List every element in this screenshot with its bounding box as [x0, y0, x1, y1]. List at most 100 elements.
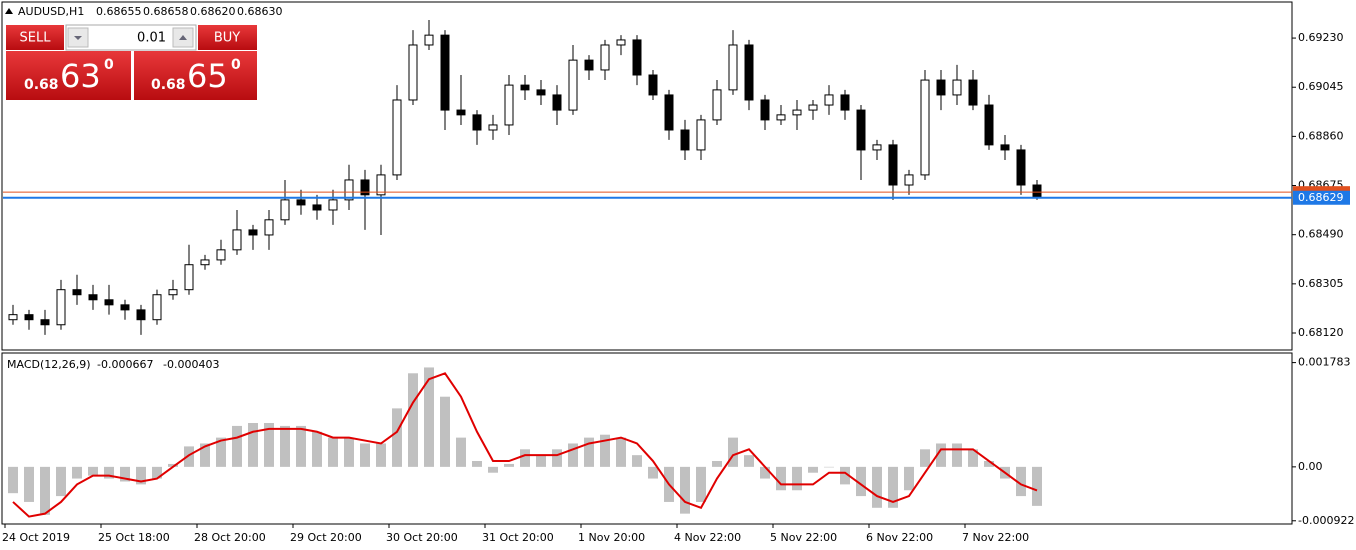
- header-value: -0.000667: [97, 358, 153, 371]
- header-value: 0.68658: [143, 5, 189, 18]
- histogram-bar: [424, 367, 434, 467]
- histogram-bar: [296, 425, 306, 467]
- candle-body: [488, 124, 498, 131]
- bid-label: 0.68629: [1298, 191, 1344, 204]
- candle-body: [792, 109, 802, 116]
- histogram-bar: [1032, 466, 1042, 506]
- candle-body: [1032, 184, 1042, 198]
- histogram-bar: [856, 466, 866, 497]
- trade-panel: SELL 0.01 BUY 0.68 63 0 0.68 65 0: [6, 24, 257, 100]
- histogram-bar: [24, 466, 34, 502]
- y-tick-label: 0.001783: [1298, 356, 1351, 369]
- candle-body: [184, 264, 194, 291]
- candle-body: [760, 99, 770, 121]
- histogram-bar: [360, 443, 370, 467]
- candle-body: [88, 294, 98, 301]
- histogram-bar: [872, 466, 882, 508]
- candle-body: [1000, 144, 1010, 151]
- x-tick-label: 7 Nov 22:00: [962, 531, 1029, 544]
- candle-body: [584, 59, 594, 71]
- histogram-bar: [40, 466, 50, 515]
- sell-label[interactable]: SELL: [20, 31, 52, 46]
- candle-body: [536, 89, 546, 96]
- y-tick-label: -0.000922: [1298, 514, 1354, 527]
- candle-body: [696, 119, 706, 151]
- y-tick-label: 0.68860: [1298, 129, 1344, 142]
- candle-body: [968, 79, 978, 106]
- up-arrow: [179, 35, 187, 40]
- candle-body: [232, 229, 242, 251]
- candle-body: [104, 299, 114, 306]
- candle-body: [984, 104, 994, 146]
- histogram-bar: [616, 437, 626, 467]
- candle-body: [824, 94, 834, 106]
- buy-button[interactable]: [198, 25, 257, 50]
- histogram-bar: [712, 461, 722, 467]
- histogram-bar: [568, 443, 578, 467]
- histogram-bar: [520, 449, 530, 467]
- histogram-bar: [696, 466, 706, 502]
- histogram-bar: [840, 466, 850, 485]
- histogram-bar: [744, 455, 754, 467]
- candle-body: [472, 114, 482, 131]
- candle-body: [136, 309, 146, 321]
- histogram-bar: [72, 466, 82, 479]
- candle-body: [872, 144, 882, 151]
- candle-body: [312, 204, 322, 211]
- bid-label-box: [1293, 190, 1350, 205]
- x-tick-label: 5 Nov 22:00: [770, 531, 837, 544]
- histogram-bar: [680, 466, 690, 514]
- buy-price-point: 0: [231, 57, 241, 73]
- buy-price-box[interactable]: [134, 51, 257, 100]
- histogram-bar: [536, 455, 546, 467]
- sell-button[interactable]: [6, 25, 64, 50]
- histogram-bar: [312, 431, 322, 467]
- histogram-bar: [264, 423, 274, 467]
- histogram-bar: [168, 463, 178, 467]
- header-value: 0.68630: [237, 5, 283, 18]
- x-tick-label: 30 Oct 20:00: [386, 531, 458, 544]
- histogram-bar: [728, 437, 738, 467]
- header-value: -0.000403: [163, 358, 219, 371]
- candle-body: [616, 39, 626, 46]
- down-arrow: [74, 36, 82, 40]
- sell-price-box[interactable]: [6, 51, 131, 100]
- y-tick-label: 0.69230: [1298, 31, 1344, 44]
- histogram-bar: [8, 466, 18, 494]
- candle-body: [504, 84, 514, 126]
- candle-body: [920, 79, 930, 176]
- histogram-bar: [776, 466, 786, 491]
- y-tick-label: 0.68305: [1298, 277, 1344, 290]
- histogram-bar: [936, 443, 946, 467]
- candle-body: [936, 79, 946, 96]
- candle-body: [648, 74, 658, 96]
- candle-body: [632, 39, 642, 76]
- y-tick-label: 0.69045: [1298, 80, 1344, 93]
- signal-line: [12, 372, 1038, 518]
- histogram-bar: [392, 408, 402, 467]
- candle-body: [728, 44, 738, 91]
- y-tick-label: 0.00: [1298, 460, 1323, 473]
- candle-body: [680, 129, 690, 151]
- histogram-bar: [456, 437, 466, 467]
- buy-price-prefix: 0.68: [151, 77, 186, 93]
- histogram-bar: [328, 437, 338, 467]
- candle-body: [168, 289, 178, 296]
- collapse-icon[interactable]: [5, 8, 13, 14]
- x-tick-label: 31 Oct 20:00: [482, 531, 554, 544]
- candle-body: [600, 44, 610, 71]
- candle-body: [56, 289, 66, 326]
- candle-body: [296, 199, 306, 206]
- histogram-bar: [232, 425, 242, 467]
- candle-body: [1016, 149, 1026, 186]
- histogram-bar: [904, 466, 914, 491]
- candle-body: [440, 34, 450, 111]
- lot-value[interactable]: 0.01: [137, 31, 166, 46]
- candle-body: [840, 94, 850, 111]
- histogram-bar: [632, 455, 642, 467]
- candle-body: [344, 179, 354, 201]
- buy-label[interactable]: BUY: [214, 31, 240, 46]
- histogram-bar: [808, 466, 818, 473]
- x-tick-label: 24 Oct 2019: [2, 531, 70, 544]
- header-value: 0.68655: [96, 5, 142, 18]
